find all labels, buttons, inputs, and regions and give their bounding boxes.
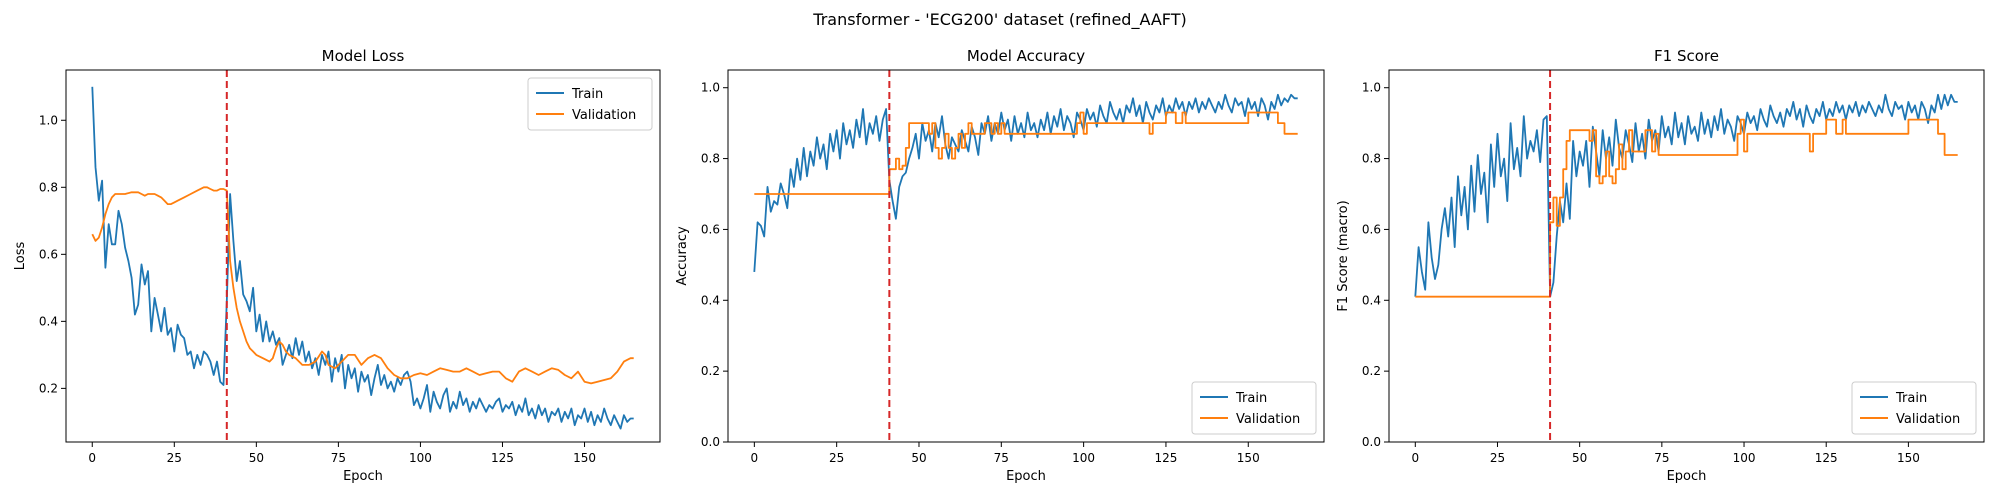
y-tick-label: 0.4 <box>701 293 720 307</box>
x-tick-label: 50 <box>1572 451 1587 465</box>
series-line-train <box>1414 93 1958 298</box>
x-tick-label: 100 <box>1072 451 1095 465</box>
y-tick-label: 0.2 <box>1362 364 1381 378</box>
y-tick-label: 0.0 <box>701 435 720 449</box>
chart-panel-1: Model Loss 0 25 50 75 100 125 150 0.2 0.4 0.6 0.8 1.… <box>13 47 661 484</box>
series-line-validation <box>754 111 1298 195</box>
x-tick-label: 125 <box>491 451 514 465</box>
chart-panel-3: F1 Score 0 25 50 75 100 125 150 0.0 0.2 0.4 0.6 0.8 1… <box>1336 47 1985 484</box>
y-tick-label: 0.6 <box>39 247 58 261</box>
y-axis-label: F1 Score (macro) <box>1336 200 1351 311</box>
axes-frame <box>727 69 1325 443</box>
legend-label-train: Train <box>571 87 603 102</box>
y-axis-label: Accuracy <box>675 226 690 286</box>
axes-frame <box>1388 69 1985 443</box>
y-tick-label: 1.0 <box>701 81 720 95</box>
x-tick-label: 25 <box>829 451 844 465</box>
legend-label-validation: Validation <box>1236 412 1300 427</box>
legend-label-validation: Validation <box>1896 412 1960 427</box>
x-tick-label: 50 <box>911 451 926 465</box>
legend-label-train: Train <box>1235 391 1267 406</box>
figure-suptitle: Transformer - 'ECG200' dataset (refined_… <box>812 10 1186 30</box>
y-tick-label: 0.6 <box>1362 222 1381 236</box>
plot-area <box>91 86 634 430</box>
y-tick-label: 0.6 <box>701 222 720 236</box>
x-tick-label: 150 <box>1237 451 1260 465</box>
chart-title: Model Accuracy <box>967 47 1085 65</box>
series-line-train <box>91 86 634 430</box>
legend-label-train: Train <box>1895 391 1927 406</box>
x-tick-label: 25 <box>167 451 182 465</box>
chart-title: F1 Score <box>1654 47 1719 65</box>
x-tick-label: 125 <box>1815 451 1838 465</box>
x-axis-label: Epoch <box>1006 469 1046 484</box>
chart-panel-2: Model Accuracy 0 25 50 75 100 125 150 0.0 0.2 0.4 0… <box>675 47 1325 484</box>
x-tick-label: 150 <box>573 451 596 465</box>
axes-frame <box>65 69 661 443</box>
x-tick-label: 25 <box>1490 451 1505 465</box>
x-tick-label: 0 <box>88 451 96 465</box>
legend-box <box>1851 381 1977 435</box>
y-tick-label: 0.8 <box>1362 152 1381 166</box>
legend-label-validation: Validation <box>572 108 636 123</box>
x-tick-label: 75 <box>994 451 1009 465</box>
x-tick-label: 0 <box>1411 451 1419 465</box>
series-line-train <box>753 93 1298 272</box>
panels: Model Loss 0 25 50 75 100 125 150 0.2 0.4 0.6 0.8 1.… <box>13 47 1985 484</box>
y-tick-label: 1.0 <box>39 113 58 127</box>
y-axis-label: Loss <box>13 242 28 271</box>
x-tick-label: 50 <box>249 451 264 465</box>
plot-area <box>753 93 1298 272</box>
y-tick-label: 1.0 <box>1362 81 1381 95</box>
x-tick-label: 0 <box>751 451 759 465</box>
x-tick-label: 150 <box>1897 451 1920 465</box>
x-tick-label: 75 <box>331 451 346 465</box>
y-tick-label: 0.8 <box>39 180 58 194</box>
x-tick-label: 125 <box>1154 451 1177 465</box>
series-line-validation <box>91 186 634 385</box>
legend: Train Validation <box>1851 381 1977 435</box>
y-tick-label: 0.4 <box>1362 293 1381 307</box>
y-tick-label: 0.4 <box>39 314 58 328</box>
legend-box <box>527 77 653 131</box>
y-tick-label: 0.2 <box>39 381 58 395</box>
x-tick-label: 100 <box>409 451 432 465</box>
legend: Train Validation <box>527 77 653 131</box>
y-tick-label: 0.0 <box>1362 435 1381 449</box>
x-axis-label: Epoch <box>1667 469 1707 484</box>
series-line-validation <box>1415 118 1958 298</box>
plot-area <box>1414 93 1958 298</box>
y-tick-label: 0.2 <box>701 364 720 378</box>
legend-box <box>1191 381 1317 435</box>
legend: Train Validation <box>1191 381 1317 435</box>
chart-title: Model Loss <box>322 47 405 65</box>
y-tick-label: 0.8 <box>701 152 720 166</box>
x-tick-label: 75 <box>1654 451 1669 465</box>
x-axis-label: Epoch <box>343 469 383 484</box>
x-tick-label: 100 <box>1733 451 1756 465</box>
